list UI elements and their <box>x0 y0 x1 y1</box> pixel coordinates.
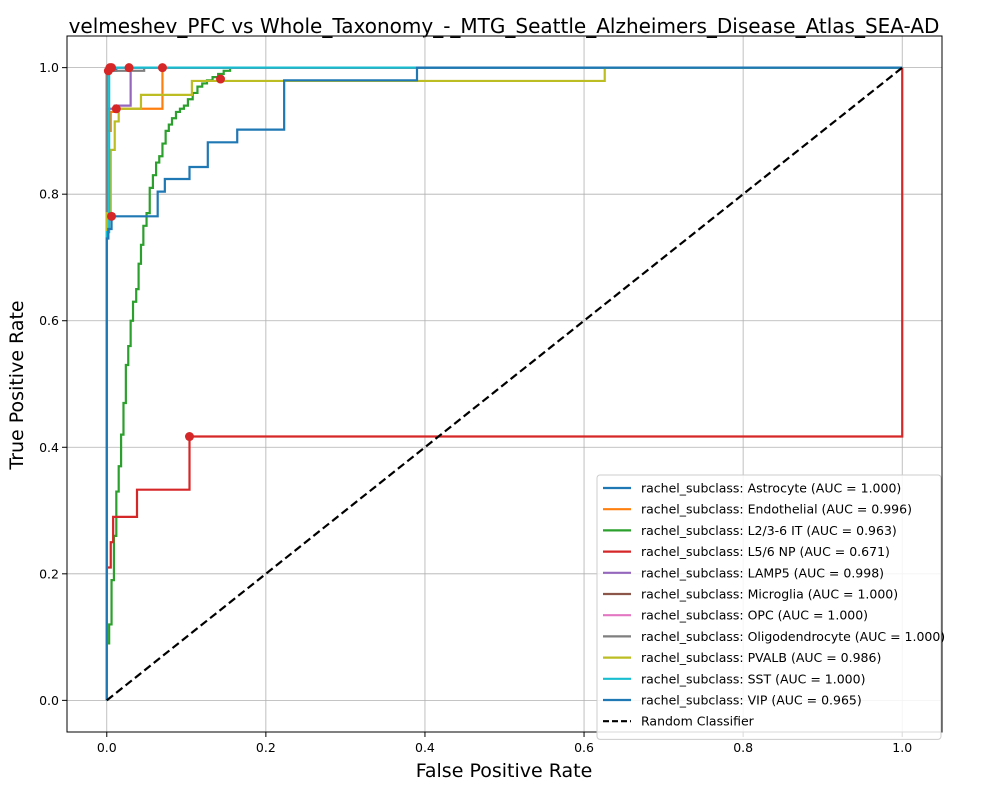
legend-label-random-classifier: Random Classifier <box>641 714 755 729</box>
y-tick-label: 1.0 <box>39 60 59 75</box>
threshold-point-endothelial <box>157 63 167 73</box>
legend-label-endothelial: rachel_subclass: Endothelial (AUC = 0.99… <box>641 502 912 517</box>
x-axis-label: False Positive Rate <box>416 760 593 782</box>
y-axis-label: True Positive Rate <box>6 300 28 470</box>
threshold-point-oligodendrocyte <box>105 63 115 73</box>
x-tick-label: 0.8 <box>733 740 753 755</box>
x-tick-label: 0.6 <box>574 740 594 755</box>
legend-label-oligodendrocyte: rachel_subclass: Oligodendrocyte (AUC = … <box>641 629 945 644</box>
legend-label-opc: rachel_subclass: OPC (AUC = 1.000) <box>641 608 868 623</box>
legend-label-l5-6-np: rachel_subclass: L5/6 NP (AUC = 0.671) <box>641 544 890 559</box>
x-tick-label: 0.2 <box>256 740 276 755</box>
random-classifier-line <box>106 66 903 702</box>
threshold-point-lamp5 <box>111 104 121 114</box>
y-tick-label: 0.8 <box>39 187 59 202</box>
legend-label-sst: rachel_subclass: SST (AUC = 1.000) <box>641 671 865 686</box>
roc-curve-l2-3-6-it <box>105 66 903 701</box>
legend-label-astrocyte: rachel_subclass: Astrocyte (AUC = 1.000) <box>641 481 901 496</box>
legend-label-pvalb: rachel_subclass: PVALB (AUC = 0.986) <box>641 650 881 665</box>
y-tick-label: 0.2 <box>39 566 59 581</box>
roc-curve-l5-6-np <box>105 67 904 701</box>
threshold-point-l5-6-np <box>185 432 194 442</box>
x-tick-label: 1.0 <box>892 740 912 755</box>
axis-ticks: 0.0 0.2 0.4 0.6 0.8 1.0 0.0 0.2 0.4 0.6 0.8 1.0 <box>39 60 912 755</box>
plot-frame <box>66 35 943 733</box>
threshold-point-microglia <box>124 63 134 73</box>
y-tick-label: 0.0 <box>39 693 59 708</box>
y-tick-label: 0.4 <box>39 440 59 455</box>
legend-box <box>596 474 942 740</box>
threshold-point-vip <box>107 211 117 221</box>
roc-curve-vip <box>105 66 903 701</box>
chart-title: velmeshev_PFC vs Whole_Taxonomy_-_MTG_Se… <box>69 14 940 38</box>
x-tick-label: 0.0 <box>97 740 117 755</box>
threshold-points <box>103 63 226 442</box>
y-tick-label: 0.6 <box>39 313 59 328</box>
legend-label-lamp5: rachel_subclass: LAMP5 (AUC = 0.998) <box>641 565 884 580</box>
legend-label-microglia: rachel_subclass: Microglia (AUC = 1.000) <box>641 587 898 602</box>
legend: rachel_subclass: Astrocyte (AUC = 1.000)… <box>596 474 945 740</box>
legend-label-l2-3-6-it: rachel_subclass: L2/3-6 IT (AUC = 0.963) <box>641 523 897 538</box>
x-tick-label: 0.4 <box>415 740 435 755</box>
threshold-point-pvalb <box>216 74 226 84</box>
legend-label-vip: rachel_subclass: VIP (AUC = 0.965) <box>641 693 862 708</box>
